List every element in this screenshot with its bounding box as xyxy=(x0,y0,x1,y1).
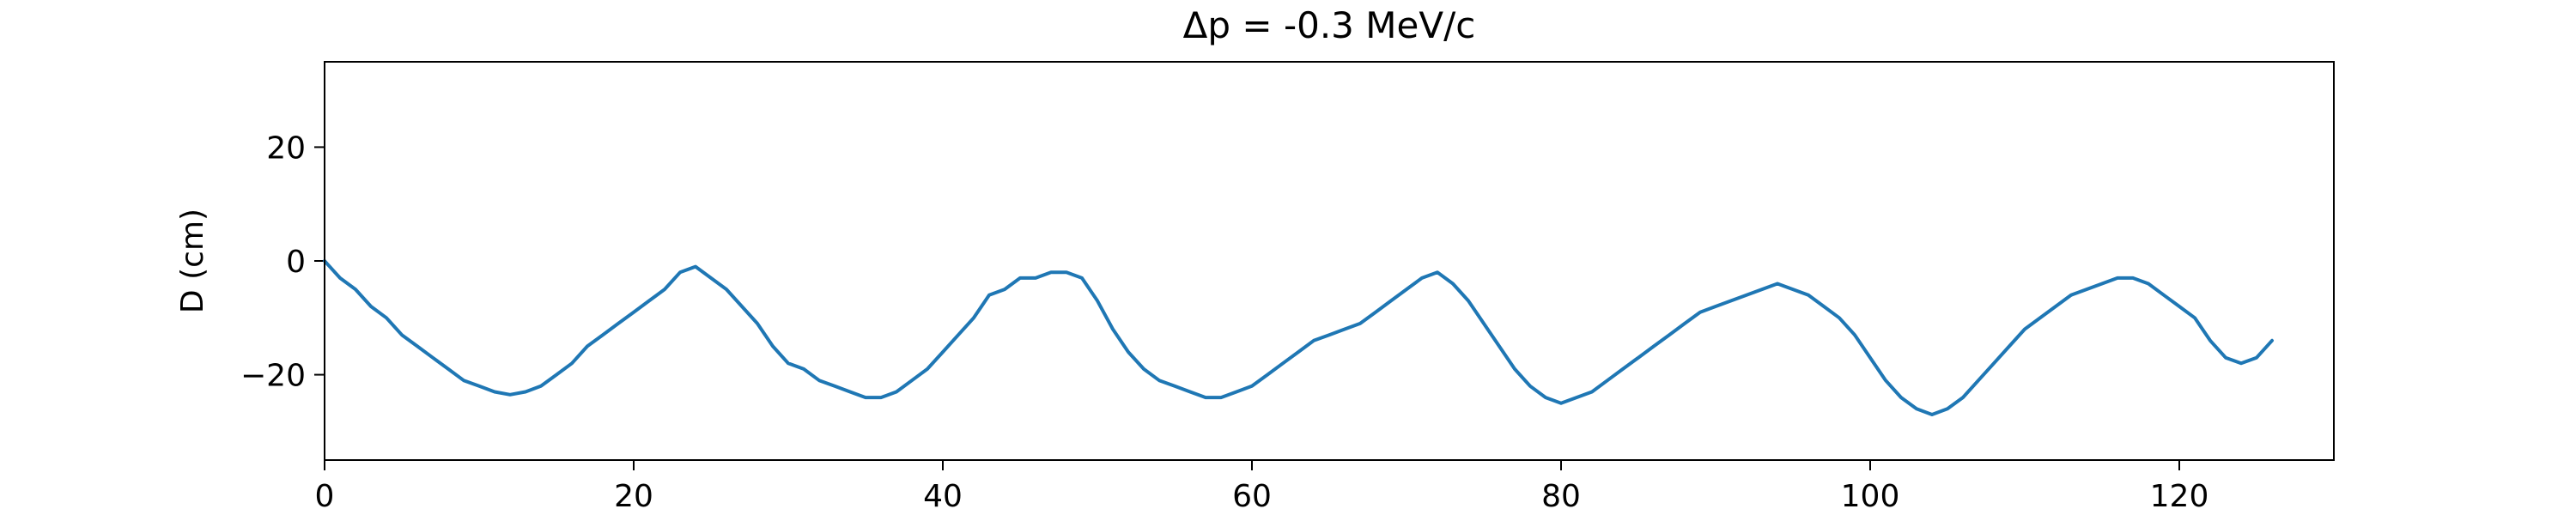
y-axis-label: D (cm) xyxy=(175,209,210,313)
x-tick-label: 80 xyxy=(1541,479,1581,514)
y-tick-label: 20 xyxy=(266,130,306,166)
plot-frame xyxy=(324,61,2335,461)
x-tick-label: 40 xyxy=(923,479,963,514)
x-axis: 0 20 40 60 80 100 120 xyxy=(315,460,2209,514)
y-tick-label: 0 xyxy=(286,245,306,280)
x-tick-label: 60 xyxy=(1232,479,1272,514)
x-tick-label: 0 xyxy=(315,479,335,514)
y-axis: −20 0 20 xyxy=(240,130,325,394)
x-tick-label: 120 xyxy=(2150,479,2209,514)
x-tick-label: 20 xyxy=(614,479,653,514)
y-tick-label: −20 xyxy=(240,359,306,394)
x-tick-label: 100 xyxy=(1841,479,1900,514)
series-line xyxy=(323,259,2274,416)
chart-title: Δp = -0.3 MeV/c xyxy=(1183,4,1476,46)
